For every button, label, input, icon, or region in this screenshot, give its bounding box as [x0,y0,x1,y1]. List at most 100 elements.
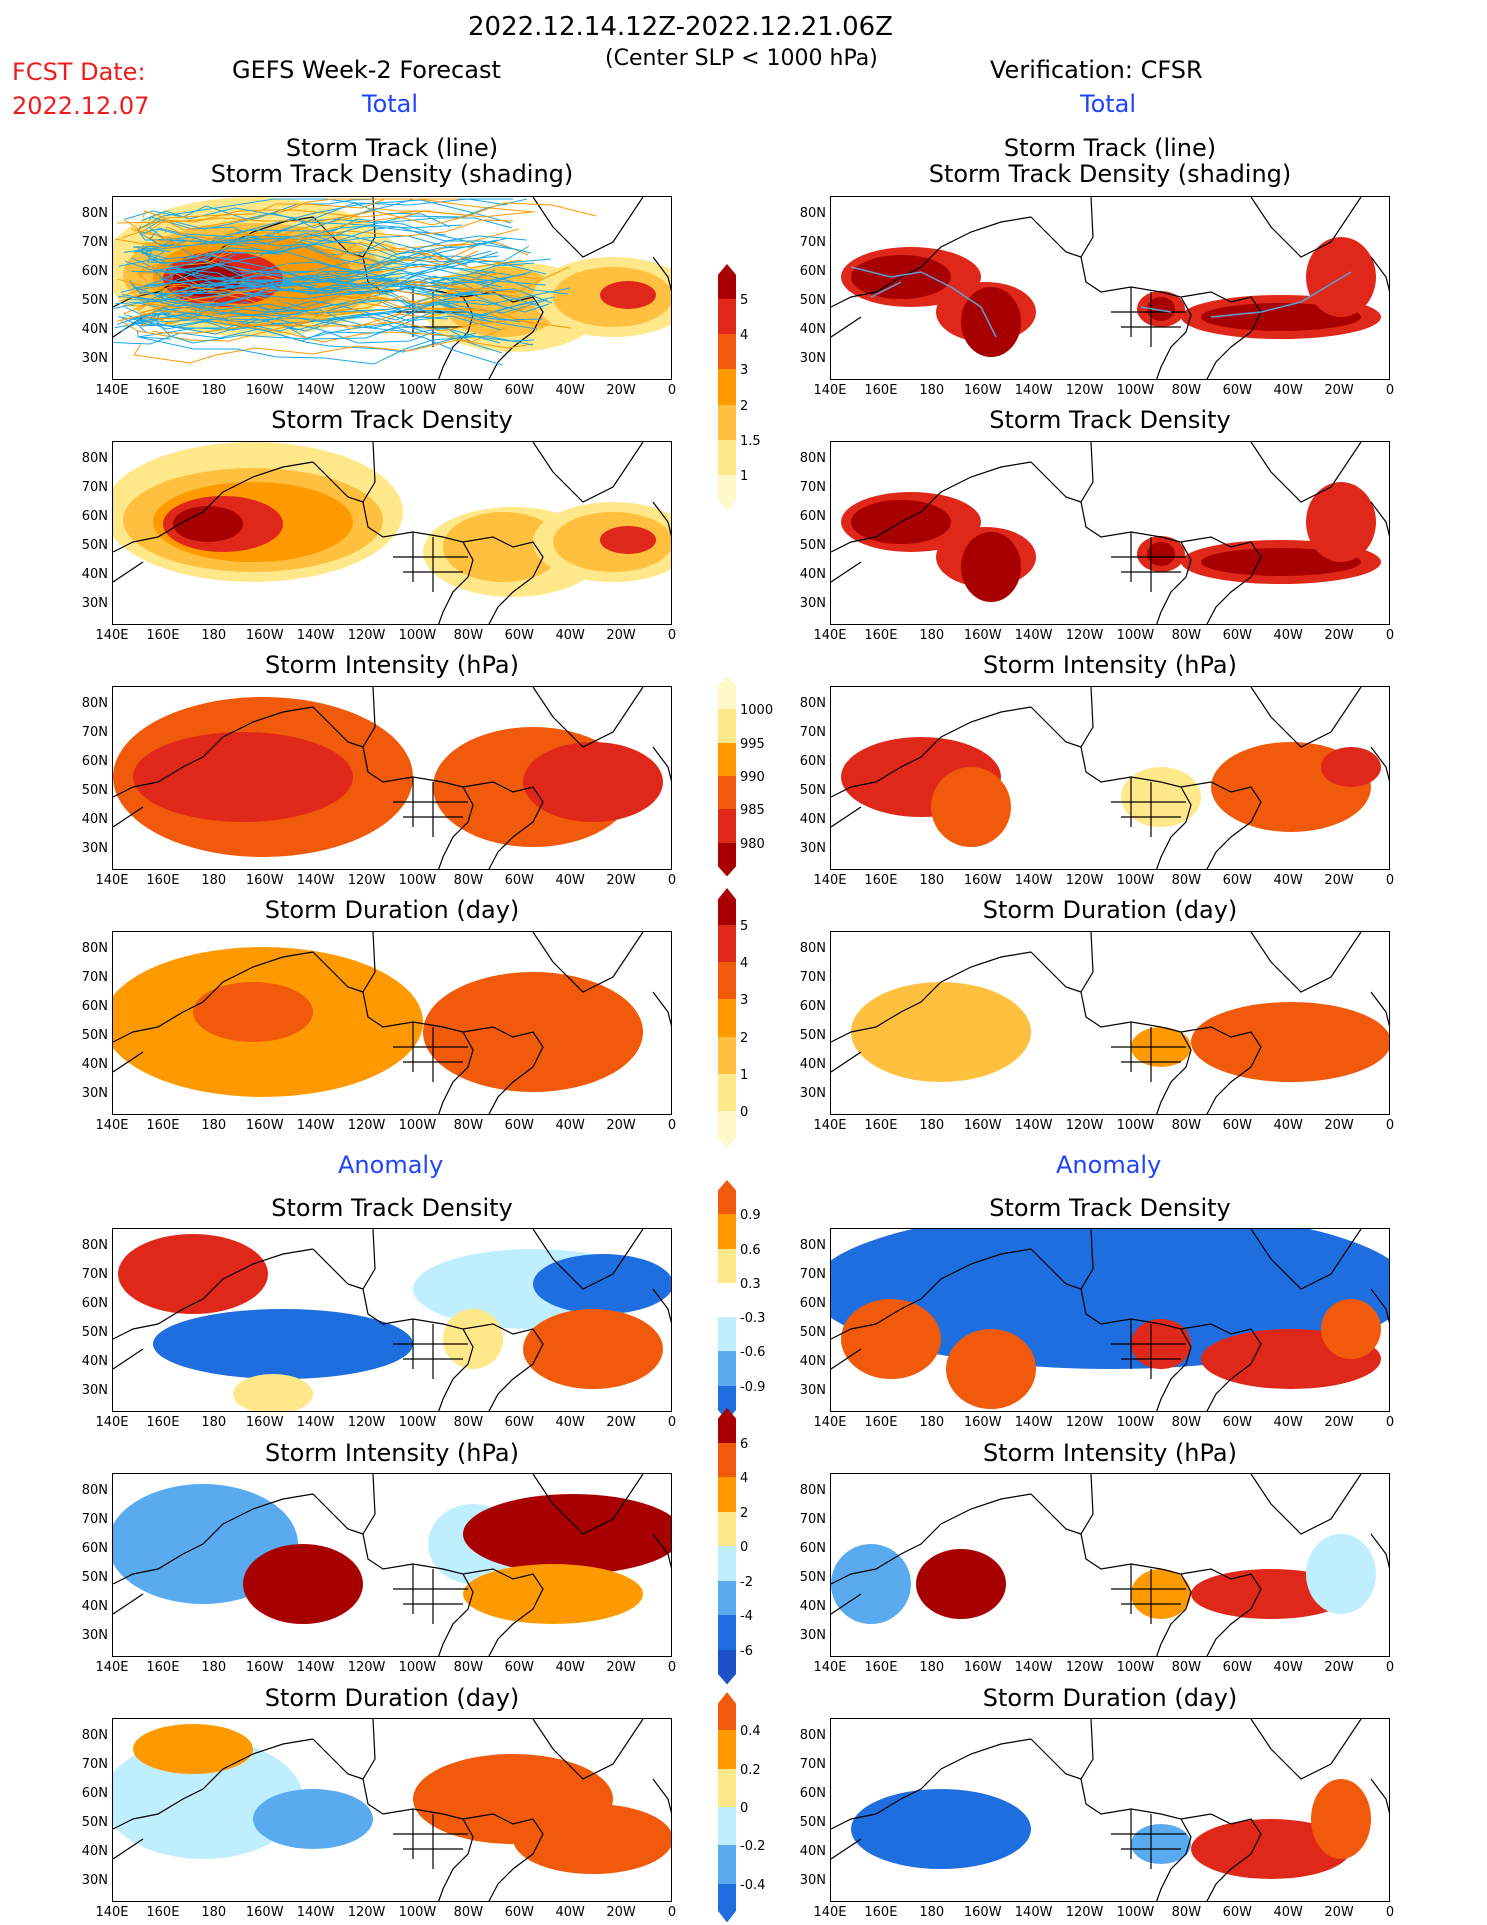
latitude-label: 40N [799,1354,826,1369]
storm-track-line [124,205,463,229]
longitude-label: 140W [296,1415,335,1430]
storm-track-line [149,198,528,247]
shaded-region [443,512,563,582]
longitude-label: 40W [555,1660,585,1675]
coastline [113,461,314,553]
shaded-region [118,1234,268,1314]
longitude-label: 160E [864,1415,898,1430]
latitude-label: 30N [799,1383,826,1398]
longitude-label: 120W [1065,628,1104,643]
shaded-region [1147,297,1175,321]
total-label-left: Total [362,90,419,118]
colorbar-swatch [718,1845,736,1885]
longitude-label: 100W [398,383,437,398]
colorbar-swatch [718,1036,736,1075]
storm-track-line [124,300,494,324]
latitude-label: 80N [799,206,826,221]
longitude-label: 20W [606,1415,636,1430]
longitude-label: 40W [1273,628,1303,643]
storm-intensity-gefs-map [112,686,672,870]
storm-track-line [142,310,506,343]
shaded-region [443,1309,503,1369]
colorbar-swatch [718,1768,736,1808]
coastline [831,1248,1032,1340]
right-p5-title: Storm Track Density [989,1194,1231,1222]
coastline [1370,1778,1389,1814]
colorbar-label: 0.3 [740,1276,761,1292]
longitude-label: 100W [1116,628,1155,643]
anomaly-intensity-cfsr-map [830,1473,1390,1657]
colorbar-swatch [718,1214,736,1250]
longitude-label: 120W [347,873,386,888]
colorbar-label: 0 [740,1540,749,1555]
coastline [1250,1719,1362,1780]
longitude-label: 120W [347,1660,386,1675]
longitude-label: 180 [201,873,227,888]
coastline [831,1348,862,1370]
colorbar-swatch [718,1649,736,1685]
longitude-label: 140W [1014,1118,1053,1133]
longitude-label: 40W [1273,1905,1303,1920]
longitude-label: 140W [1014,1905,1053,1920]
coastline [532,197,644,258]
shaded-region [523,742,663,822]
storm-track-line [117,313,535,342]
longitude-label: 120W [1065,383,1104,398]
longitude-label: 160E [146,1905,180,1920]
longitude-label: 140W [1014,1660,1053,1675]
colorbar-label: -6 [740,1643,753,1659]
longitude-label: 60W [1222,1660,1252,1675]
longitude-label: 80W [1171,1118,1202,1133]
latitude-label: 70N [799,1512,826,1527]
longitude-label: 100W [1116,1905,1155,1920]
coastline [532,1474,644,1535]
left-p2-title: Storm Track Density [271,406,513,434]
latitude-label: 30N [81,596,108,611]
longitude-label: 20W [1324,873,1354,888]
storm-track-line [117,272,500,307]
storm-track-line [118,280,521,323]
colorbar-label: 0.9 [740,1208,761,1224]
colorbar-swatch [718,299,736,335]
storm-track-line [142,198,460,219]
longitude-label: 180 [919,1905,945,1920]
longitude-label: 80W [453,1660,484,1675]
longitude-label: 100W [398,628,437,643]
coastline [1250,687,1362,748]
coastline [1111,532,1186,592]
longitude-label: 40W [1273,383,1303,398]
colorbar-swatch [718,709,736,744]
verification-title: Verification: CFSR [990,56,1203,84]
coastline [312,461,364,503]
storm-track-line [870,281,902,298]
longitude-label: 60W [504,383,534,398]
latitude-label: 50N [799,538,826,553]
anomaly-intensity-gefs-map [112,1473,672,1657]
longitude-label: 140W [296,1118,335,1133]
storm-track-line [158,266,570,305]
colorbar-label: 2 [740,1505,749,1521]
longitude-label: 140W [1014,873,1053,888]
coastline [1030,951,1082,993]
longitude-label: 160W [963,628,1002,643]
coastline [831,1593,862,1615]
storm-track-line [131,245,465,273]
colorbar-label: 980 [740,836,765,852]
longitude-label: 160W [963,1118,1002,1133]
colorbar-swatch [718,1317,736,1352]
coastline [831,561,862,583]
right-p4-title: Storm Duration (day) [982,896,1238,924]
coastline [831,706,1032,798]
shaded-region [243,1544,363,1624]
storm-track-line [155,278,497,322]
latitude-label: 40N [81,322,108,337]
latitude-label: 50N [81,1028,108,1043]
longitude-label: 180 [919,628,945,643]
storm-track-line [116,202,597,226]
latitude-label: 50N [81,1815,108,1830]
storm-track-line [129,252,500,301]
colorbar-label: 0 [740,1801,749,1816]
anomaly-track-density-cfsr-map [830,1228,1390,1412]
coastline [1370,1533,1389,1569]
colorbar-swatch [718,474,736,511]
